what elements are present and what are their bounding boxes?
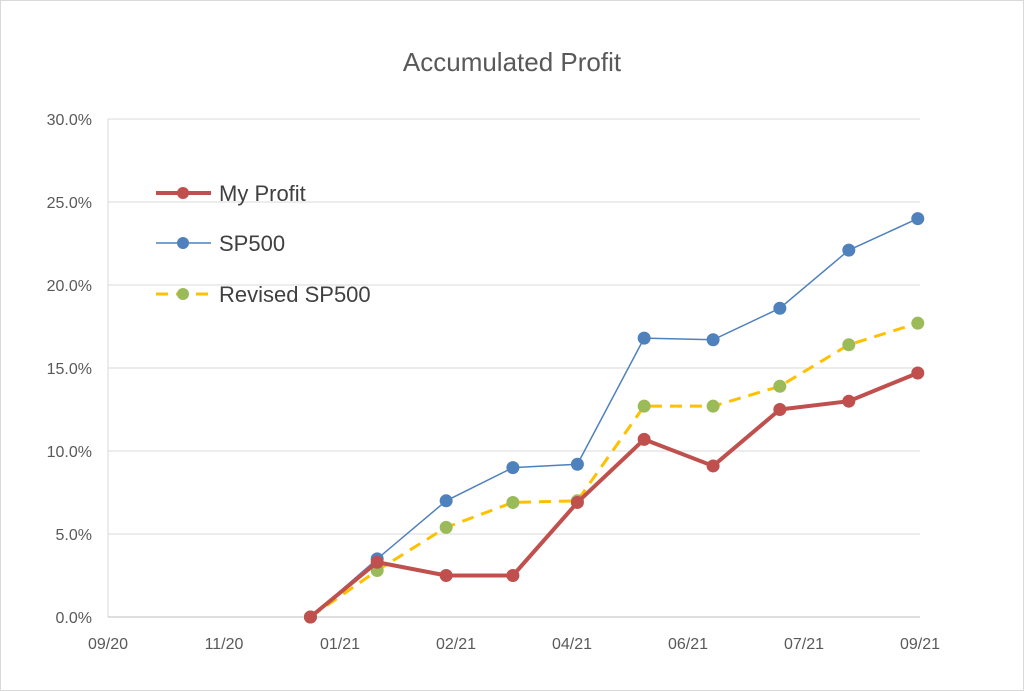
data-point	[842, 394, 856, 408]
legend-label: My Profit	[219, 181, 306, 206]
data-point	[706, 333, 720, 347]
data-point	[439, 520, 453, 534]
x-tick-label: 09/20	[88, 636, 128, 653]
series-my-profit	[303, 366, 925, 624]
x-tick-label: 01/21	[320, 636, 360, 653]
data-point	[911, 212, 925, 226]
legend-item: SP500	[156, 231, 285, 256]
data-point	[506, 495, 520, 509]
series-line	[309, 217, 919, 618]
y-tick-label: 15.0%	[47, 361, 92, 378]
data-point	[506, 569, 520, 582]
series-sp500	[303, 212, 925, 624]
y-tick-label: 20.0%	[47, 278, 92, 295]
data-point	[842, 338, 856, 352]
series-line	[309, 371, 919, 619]
y-tick-label: 5.0%	[56, 527, 92, 544]
x-tick-label: 09/21	[900, 636, 940, 653]
x-tick-label: 07/21	[784, 636, 824, 653]
data-point	[706, 399, 720, 413]
legend: My Profit SP500 Revised SP500	[156, 181, 371, 307]
x-axis-ticks: 09/20 11/20 01/21 02/21 04/21 06/21 07/21 09/21	[88, 636, 940, 653]
data-point	[570, 457, 584, 471]
x-tick-label: 11/20	[205, 636, 244, 653]
legend-item: My Profit	[156, 181, 306, 206]
data-point	[637, 399, 651, 413]
data-point	[706, 459, 720, 473]
legend-label: Revised SP500	[219, 282, 371, 307]
legend-label: SP500	[219, 231, 285, 256]
x-tick-label: 02/21	[436, 636, 476, 653]
legend-marker	[177, 288, 189, 300]
data-point	[439, 569, 453, 582]
y-tick-label: 0.0%	[56, 610, 92, 627]
data-point	[842, 243, 856, 257]
y-tick-label: 30.0%	[47, 112, 92, 129]
data-point	[911, 316, 925, 330]
data-point	[303, 610, 317, 624]
y-tick-label: 10.0%	[47, 444, 92, 461]
data-point	[773, 301, 787, 315]
series-group	[303, 212, 925, 624]
y-tick-label: 25.0%	[47, 195, 92, 212]
data-point	[506, 461, 520, 475]
chart-title: Accumulated Profit	[403, 47, 622, 77]
x-tick-label: 06/21	[668, 636, 708, 653]
data-point	[439, 494, 453, 508]
data-point	[773, 379, 787, 393]
data-point	[911, 366, 925, 380]
series-line	[309, 321, 919, 619]
x-tick-label: 04/21	[552, 636, 592, 653]
data-point	[773, 403, 787, 416]
grid-lines	[107, 118, 920, 618]
data-point	[570, 495, 584, 509]
legend-item: Revised SP500	[156, 282, 371, 307]
legend-marker	[177, 187, 189, 199]
data-point	[370, 555, 384, 569]
y-axis-ticks: 0.0% 5.0% 10.0% 15.0% 20.0% 25.0% 30.0%	[47, 112, 92, 627]
data-point	[637, 331, 651, 345]
legend-marker	[177, 237, 189, 249]
data-point	[637, 432, 651, 446]
